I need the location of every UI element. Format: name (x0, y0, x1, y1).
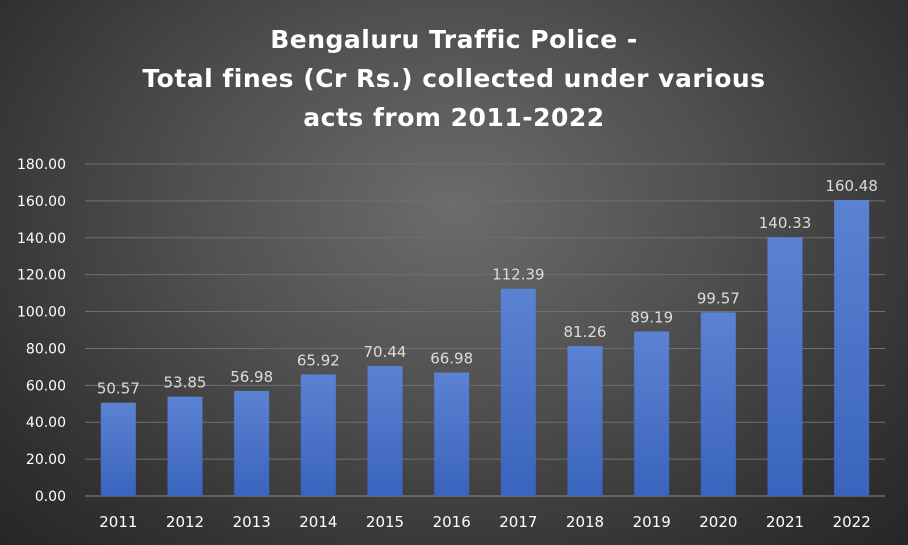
x-tick-label-2012: 2012 (166, 513, 204, 531)
bar-2022 (834, 200, 870, 497)
data-label-2022: 160.48 (825, 177, 878, 195)
bar-2015 (367, 366, 403, 496)
data-label-2018: 81.26 (564, 323, 607, 341)
chart-title-line-3: acts from 2011-2022 (303, 103, 605, 132)
x-tick-label-2013: 2013 (233, 513, 271, 531)
y-tick-label: 80.00 (26, 341, 66, 357)
bars (100, 200, 870, 497)
data-label-2020: 99.57 (697, 289, 740, 307)
bar-2018 (567, 346, 603, 496)
x-tick-label-2011: 2011 (99, 513, 137, 531)
y-tick-label: 120.00 (17, 268, 66, 284)
bar-2017 (500, 288, 536, 496)
gridlines (85, 163, 885, 497)
x-tick-label-2017: 2017 (499, 513, 537, 531)
bar-2014 (300, 374, 336, 496)
bar-2011 (100, 402, 136, 496)
y-tick-label: 100.00 (17, 305, 66, 321)
x-tick-label-2015: 2015 (366, 513, 404, 531)
y-tick-label: 180.00 (17, 157, 66, 173)
chart-title-line-2: Total fines (Cr Rs.) collected under var… (142, 64, 766, 93)
data-label-2021: 140.33 (759, 214, 812, 232)
x-axis-tick-labels: 2011 2012 2013 2014 2015 2016 2017 2018 2019 2020… (99, 513, 871, 531)
x-tick-label-2018: 2018 (566, 513, 604, 531)
y-tick-label: 140.00 (17, 231, 66, 247)
data-label-2019: 89.19 (630, 308, 673, 326)
data-label-2013: 56.98 (230, 368, 273, 386)
y-tick-label: 0.00 (35, 489, 66, 505)
bar-2020 (700, 312, 736, 496)
data-labels: 50.57 53.85 56.98 65.92 70.44 66.98 112.39 81.2… (97, 177, 878, 398)
bar-2013 (234, 390, 270, 496)
y-tick-label: 160.00 (17, 194, 66, 210)
bar-2012 (167, 396, 203, 496)
y-axis-tick-labels: 0.00 20.00 40.00 60.00 80.00 100.00 120.00 140.… (17, 157, 66, 505)
x-tick-label-2020: 2020 (699, 513, 737, 531)
bar-2019 (634, 331, 670, 496)
bar-2021 (767, 237, 803, 496)
bar-2016 (434, 372, 470, 496)
data-label-2017: 112.39 (492, 266, 545, 284)
x-tick-label-2021: 2021 (766, 513, 804, 531)
data-label-2016: 66.98 (430, 349, 473, 367)
chart-title-line-1: Bengaluru Traffic Police - (270, 25, 638, 54)
x-tick-label-2014: 2014 (299, 513, 337, 531)
y-tick-label: 60.00 (26, 378, 66, 394)
data-label-2011: 50.57 (97, 380, 140, 398)
data-label-2012: 53.85 (164, 374, 207, 392)
data-label-2015: 70.44 (364, 343, 407, 361)
x-tick-label-2016: 2016 (433, 513, 471, 531)
y-tick-label: 20.00 (26, 452, 66, 468)
chart-title: Bengaluru Traffic Police - Total fines (… (0, 20, 908, 137)
x-tick-label-2019: 2019 (633, 513, 671, 531)
data-label-2014: 65.92 (297, 351, 340, 369)
y-tick-label: 40.00 (26, 415, 66, 431)
x-tick-label-2022: 2022 (833, 513, 871, 531)
